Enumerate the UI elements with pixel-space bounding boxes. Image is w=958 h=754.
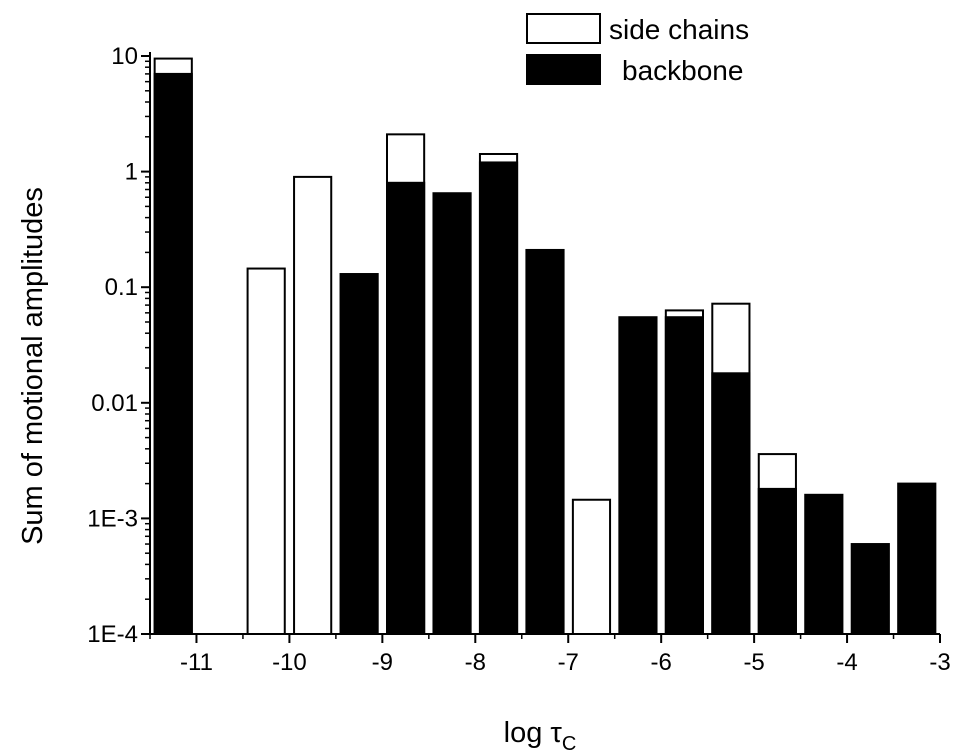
x-tick-label: -9 bbox=[372, 649, 393, 676]
bar-side-chains bbox=[571, 498, 612, 635]
ticks-group: 1E-4 1E-3 0.01 0.1 1 10 -11 -10 -9 -8 -7 -6 -5 -4 -3 bbox=[87, 43, 950, 676]
bar-backbone bbox=[618, 316, 658, 635]
y-tick-label: 1 bbox=[125, 159, 138, 186]
bar-backbone bbox=[153, 72, 193, 635]
bar-backbone bbox=[757, 487, 797, 635]
y-tick-label: 0.1 bbox=[105, 274, 138, 301]
x-tick-label: -6 bbox=[651, 649, 672, 676]
bar-backbone bbox=[897, 482, 937, 635]
bar-backbone bbox=[804, 493, 844, 636]
y-tick-label: 1E-3 bbox=[87, 505, 138, 532]
x-axis-title: log τC bbox=[504, 717, 577, 754]
bar-side-chains bbox=[293, 175, 333, 636]
x-tick-label: -11 bbox=[180, 649, 213, 676]
x-axis-title-main: log τ bbox=[504, 717, 563, 749]
bar-backbone bbox=[432, 192, 472, 636]
x-tick-label: -8 bbox=[465, 649, 486, 676]
legend-label-backbone: backbone bbox=[622, 55, 743, 86]
bar-backbone bbox=[386, 181, 426, 635]
x-tick-label: -5 bbox=[743, 649, 764, 676]
y-tick-label: 0.01 bbox=[91, 390, 138, 417]
y-tick-label: 10 bbox=[111, 43, 138, 70]
x-axis-title-subscript: C bbox=[562, 733, 576, 754]
x-tick-label: -7 bbox=[558, 649, 579, 676]
legend-swatch-backbone bbox=[526, 54, 601, 85]
bar-backbone bbox=[664, 316, 705, 635]
bar-side-chains bbox=[246, 267, 286, 635]
x-tick-label: -10 bbox=[272, 649, 307, 676]
legend-label-side-chains: side chains bbox=[609, 14, 749, 45]
bars-group bbox=[153, 57, 937, 636]
bar-backbone bbox=[478, 161, 519, 635]
bar-backbone bbox=[339, 273, 379, 635]
x-tick-label: -3 bbox=[929, 649, 950, 676]
bar-backbone bbox=[711, 372, 751, 635]
y-tick-label: 1E-4 bbox=[87, 621, 138, 648]
x-tick-label: -4 bbox=[836, 649, 857, 676]
legend-swatch-side-chains bbox=[526, 13, 601, 44]
bar-backbone bbox=[850, 543, 890, 635]
bar-backbone bbox=[525, 248, 565, 635]
y-axis-title: Sum of motional amplitudes bbox=[17, 187, 49, 545]
legend: side chains backbone bbox=[526, 13, 749, 86]
